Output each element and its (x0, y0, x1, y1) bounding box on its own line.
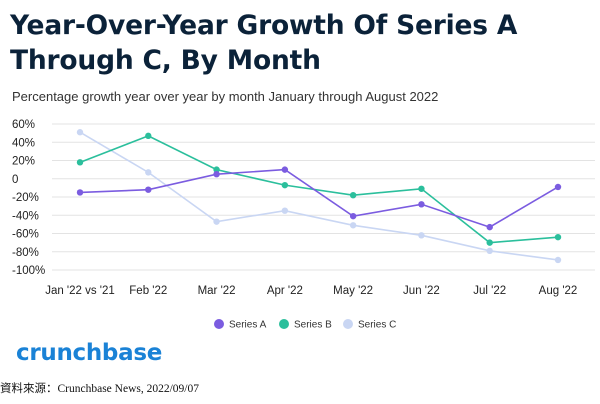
x-tick-label: Jan '22 vs '21 (45, 285, 115, 297)
data-point (418, 185, 425, 192)
x-tick-label: Feb '22 (129, 285, 167, 297)
data-point (145, 186, 152, 193)
data-point (213, 218, 220, 225)
line-chart: 60% 40% 20% 0 -20% -40% -60% -80% -100%Jan '22 v… (12, 119, 595, 331)
legend-label: Series A (229, 320, 267, 331)
data-point (76, 159, 84, 166)
y-tick-label: 60% (12, 119, 35, 131)
data-point (349, 191, 357, 199)
data-point (418, 232, 425, 239)
legend-marker (214, 319, 224, 329)
data-point (486, 239, 493, 246)
data-point (349, 212, 357, 220)
data-point (554, 183, 562, 191)
data-point (418, 201, 425, 208)
data-point (76, 129, 84, 136)
data-point (349, 222, 357, 229)
x-tick-label: Apr '22 (267, 285, 303, 297)
x-tick-label: Mar '22 (198, 285, 236, 297)
legend-label: Series B (294, 320, 332, 331)
data-point (281, 166, 289, 173)
x-tick-label: Jun '22 (403, 285, 440, 297)
y-tick-label: -60% (12, 229, 39, 241)
data-point (76, 189, 84, 196)
series-line (79, 168, 559, 228)
y-tick-label: 0 (12, 174, 18, 186)
y-tick-label: -20% (12, 192, 39, 204)
data-point (554, 256, 562, 264)
source-note: 資料來源：Crunchbase News, 2022/09/07 (0, 383, 199, 395)
y-tick-label: -40% (12, 210, 39, 222)
chart-subtitle: Percentage growth year over year by mont… (12, 89, 439, 104)
series-line (79, 131, 559, 261)
x-tick-label: Aug '22 (539, 285, 578, 297)
legend-marker (279, 319, 289, 329)
series-line (79, 134, 559, 244)
x-tick-label: May '22 (333, 285, 373, 297)
y-tick-label: -80% (12, 247, 39, 259)
y-tick-label: -100% (12, 265, 45, 277)
data-point (281, 207, 289, 214)
data-point (213, 170, 220, 178)
x-tick-label: Jul '22 (473, 285, 506, 297)
y-tick-label: 40% (12, 137, 35, 149)
y-tick-label: 20% (12, 156, 35, 168)
data-point (554, 233, 562, 241)
data-point (486, 223, 493, 231)
data-point (281, 181, 289, 189)
data-point (145, 169, 152, 176)
legend-marker (343, 319, 353, 329)
data-point (486, 247, 493, 255)
chart-title: Year-Over-Year Growth Of Series A Throug… (10, 10, 518, 76)
crunchbase-logo: crunchbase (16, 340, 163, 366)
data-point (213, 166, 220, 173)
data-point (145, 132, 152, 140)
legend-label: Series C (358, 320, 396, 331)
